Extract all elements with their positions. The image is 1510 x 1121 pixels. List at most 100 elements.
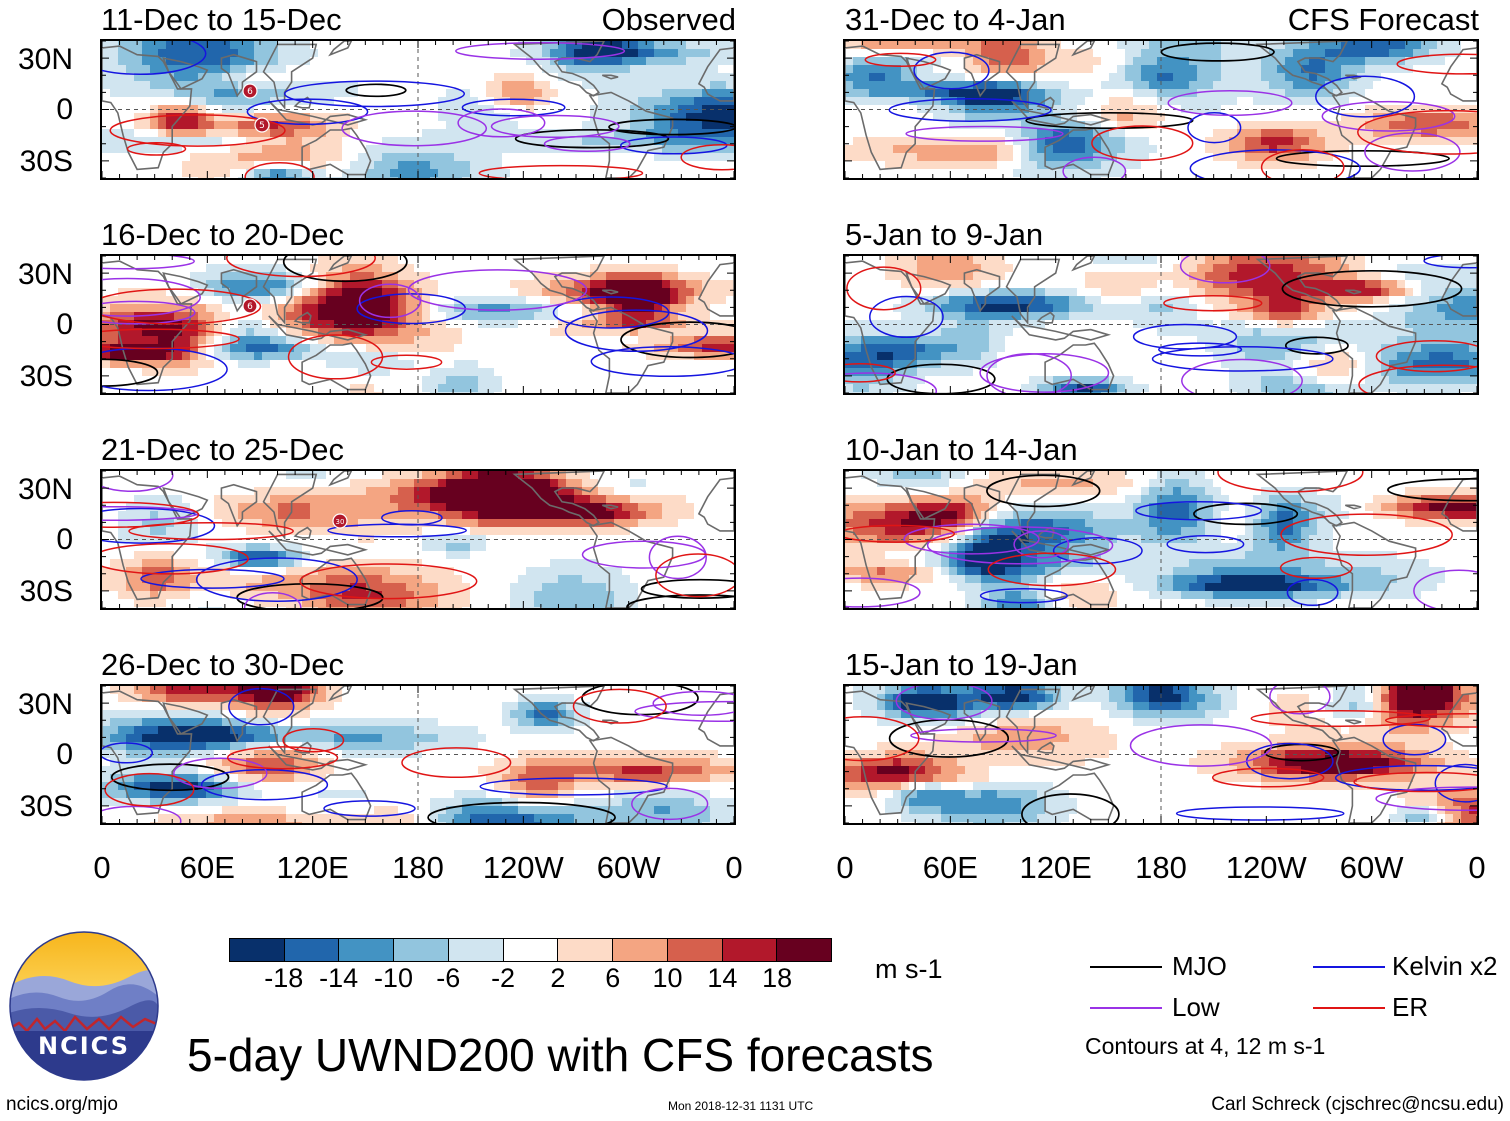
panel-title-obs3: 21-Dec to 25-Dec	[101, 432, 344, 467]
contour-er	[845, 471, 1453, 587]
svg-text:6: 6	[247, 302, 253, 312]
lon-tick-label: 120E	[1019, 850, 1092, 885]
lat-tick-label: 30N	[17, 258, 73, 291]
lon-tick-label: 180	[392, 850, 444, 885]
colorbar-swatch	[667, 939, 723, 961]
panel-title-fc4: 15-Jan to 19-Jan	[845, 647, 1078, 682]
coastlines	[845, 256, 1477, 393]
coastlines	[845, 471, 1477, 608]
panel-title-obs4: 26-Dec to 30-Dec	[101, 647, 344, 682]
colorbar-tick-label: -14	[319, 963, 359, 993]
contour-kelvin-x2	[102, 41, 728, 155]
lat-tick-label: 30N	[17, 688, 73, 721]
map-panel-fc4	[843, 684, 1479, 825]
axis-ticks	[845, 686, 1477, 823]
axis-ticks	[102, 471, 734, 608]
legend-line-mjo	[1090, 966, 1162, 968]
colorbar-tick-label: -10	[373, 963, 413, 993]
axis-ticks	[845, 471, 1477, 608]
map-svg: 6	[102, 256, 734, 393]
map-svg: 65	[102, 41, 734, 178]
lon-tick-label: 120W	[482, 850, 564, 885]
lat-tick-label: 30S	[19, 790, 73, 823]
map-svg: 30	[102, 471, 734, 608]
contour-note: Contours at 4, 12 m s-1	[1085, 1033, 1326, 1059]
panel-title-fc3: 10-Jan to 14-Jan	[845, 432, 1078, 467]
contour-er	[102, 256, 443, 380]
contour-er	[845, 266, 1477, 393]
contour-low	[341, 42, 631, 153]
lon-tick-label: 0	[836, 850, 854, 885]
map-panel-fc1	[843, 39, 1479, 180]
legend-label-er: ER	[1392, 992, 1429, 1022]
colorbar-swatch	[448, 939, 504, 961]
observed-label: Observed	[601, 2, 736, 37]
panel-title-obs2: 16-Dec to 20-Dec	[101, 217, 344, 252]
map-panel-fc3	[843, 469, 1479, 610]
contour-kelvin-x2	[888, 51, 1416, 178]
contour-low	[102, 256, 588, 325]
cyclone-marker: 5	[254, 117, 270, 133]
contour-er	[104, 688, 667, 807]
map-svg	[845, 256, 1477, 393]
lon-tick-label: 0	[725, 850, 743, 885]
contour-low	[102, 690, 734, 823]
cyclone-marker: 30	[332, 513, 348, 529]
lat-tick-label: 30S	[19, 145, 73, 178]
colorbar-tick-label: 10	[652, 963, 683, 993]
lon-tick-label: 60W	[596, 850, 661, 885]
lon-tick-label: 120E	[276, 850, 349, 885]
lat-tick-label: 30S	[19, 360, 73, 393]
uwnd-field	[845, 471, 1477, 608]
lat-tick-label: 0	[56, 93, 73, 126]
map-svg	[845, 41, 1477, 178]
panel-title-obs1: 11-Dec to 15-Dec	[101, 2, 342, 37]
colorbar	[229, 938, 832, 962]
colorbar-tick-label: 14	[707, 963, 738, 993]
lon-tick-label: 0	[1468, 850, 1486, 885]
map-panel-obs2: 6	[100, 254, 736, 395]
contour-kelvin-x2	[979, 500, 1339, 607]
colorbar-tick-label: -6	[436, 963, 461, 993]
legend-label-mjo: MJO	[1172, 951, 1227, 981]
map-panel-fc2	[843, 254, 1479, 395]
lat-tick-label: 30S	[19, 575, 73, 608]
contour-kelvin-x2	[102, 293, 734, 392]
contour-er	[109, 114, 734, 178]
colorbar-swatch	[503, 939, 559, 961]
axis-ticks	[102, 41, 734, 178]
lat-tick-label: 0	[56, 308, 73, 341]
website-link[interactable]: ncics.org/mjo	[6, 1094, 118, 1115]
lat-tick-label: 0	[56, 738, 73, 771]
colorbar-swatch	[394, 939, 449, 961]
colorbar-swatch	[777, 939, 832, 961]
contour-er	[102, 501, 734, 600]
svg-text:30: 30	[336, 518, 345, 526]
lon-tick-label: 0	[93, 850, 111, 885]
contour-low	[845, 256, 1303, 393]
contour-mjo	[345, 83, 734, 149]
contour-kelvin-x2	[869, 256, 1477, 372]
cyclone-marker: 6	[242, 83, 258, 99]
legend-line-kelvin	[1313, 966, 1385, 968]
chart-title: 5-day UWND200 with CFS forecasts	[187, 1029, 934, 1081]
legend-label-kelvin: Kelvin x2	[1392, 951, 1498, 981]
coastlines	[102, 686, 734, 823]
coastlines	[102, 256, 734, 393]
contour-mjo	[1025, 42, 1450, 168]
colorbar-tick-label: 2	[550, 963, 566, 993]
cfs-forecast-label: CFS Forecast	[1287, 2, 1479, 37]
colorbar-tick-label: 6	[605, 963, 621, 993]
timestamp: Mon 2018-12-31 1131 UTC	[668, 1099, 814, 1113]
axis-ticks	[102, 256, 734, 393]
ncics-logo: NCICS	[9, 931, 159, 1081]
contour-er	[845, 710, 1477, 793]
contour-low	[905, 89, 1461, 178]
map-panel-obs4	[100, 684, 736, 825]
svg-text:6: 6	[247, 87, 253, 97]
panel-title-fc1: 31-Dec to 4-Jan	[845, 2, 1066, 37]
map-svg	[845, 686, 1477, 823]
colorbar-units: m s-1	[875, 954, 943, 984]
lon-tick-label: 120W	[1225, 850, 1307, 885]
